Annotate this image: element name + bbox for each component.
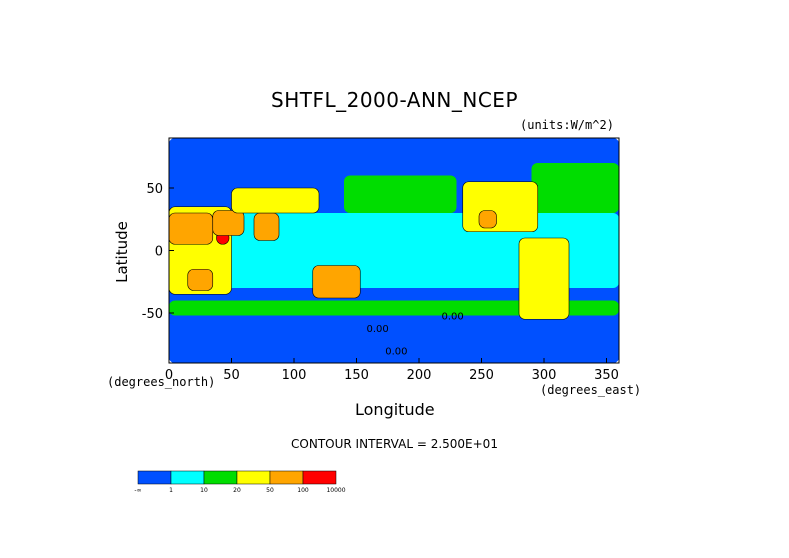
- x-tick-label: 100: [282, 368, 307, 383]
- colorbar-swatch: [170, 470, 205, 485]
- colorbar-swatch: [302, 470, 337, 485]
- x-tick-label: 300: [532, 368, 557, 383]
- region-antarctica: [169, 333, 619, 363]
- colorbar-label: 10000: [326, 487, 345, 494]
- y-unit-label: (degrees_north): [107, 375, 216, 389]
- axis-ticks: 0 50 100 150 200 250 300 350 -50 0 50: [142, 182, 619, 383]
- region-india: [253, 212, 280, 241]
- colorbar-swatch: [236, 470, 271, 485]
- colorbar-label: 1: [169, 487, 173, 494]
- x-tick-label: 0: [165, 368, 173, 383]
- x-tick-label: 150: [344, 368, 369, 383]
- colorbar-swatch: [137, 470, 172, 485]
- colorbar-label: 20: [233, 487, 241, 494]
- contour-label: 0.00: [385, 346, 407, 357]
- y-tick-label: 0: [155, 245, 163, 260]
- contour-interval-label: CONTOUR INTERVAL = 2.500E+01: [291, 437, 498, 451]
- colorbar-swatch: [203, 470, 238, 485]
- colorbar-swatch: [269, 470, 304, 485]
- contour-label: 0.00: [442, 311, 464, 322]
- y-axis-label: Latitude: [113, 221, 131, 283]
- region-south-america: [518, 237, 570, 320]
- region-mexico: [478, 210, 497, 229]
- x-tick-label: 250: [469, 368, 494, 383]
- region-north-america: [462, 181, 539, 233]
- colorbar: -∞ 1 10 20 50 100 10000: [134, 470, 346, 494]
- x-tick-label: 200: [407, 368, 432, 383]
- x-axis-label: Longitude: [355, 400, 435, 419]
- region-central-asia: [231, 187, 320, 214]
- region-north-atlantic: [531, 163, 619, 213]
- x-tick-label: 50: [223, 368, 240, 383]
- x-tick-label: 350: [594, 368, 619, 383]
- contour-label: 0.00: [367, 324, 389, 335]
- colorbar-label: 50: [266, 487, 274, 494]
- region-southern-ocean: [169, 300, 619, 316]
- region-north-pacific: [344, 175, 457, 213]
- region-australia: [312, 265, 361, 299]
- units-label: (units:W/m^2): [520, 118, 614, 132]
- plot-area: 0.00 0.00 0.00: [169, 138, 619, 363]
- y-tick-label: -50: [142, 307, 163, 322]
- y-tick-label: 50: [146, 182, 163, 197]
- region-southern-africa: [187, 268, 214, 291]
- x-unit-label: (degrees_east): [540, 383, 642, 397]
- region-arabia: [212, 210, 245, 236]
- colorbar-label: -∞: [134, 487, 141, 494]
- chart-title: SHTFL_2000-ANN_NCEP: [271, 88, 518, 112]
- colorbar-label: 100: [297, 487, 309, 494]
- colorbar-label: 10: [200, 487, 208, 494]
- region-sahara: [169, 212, 214, 245]
